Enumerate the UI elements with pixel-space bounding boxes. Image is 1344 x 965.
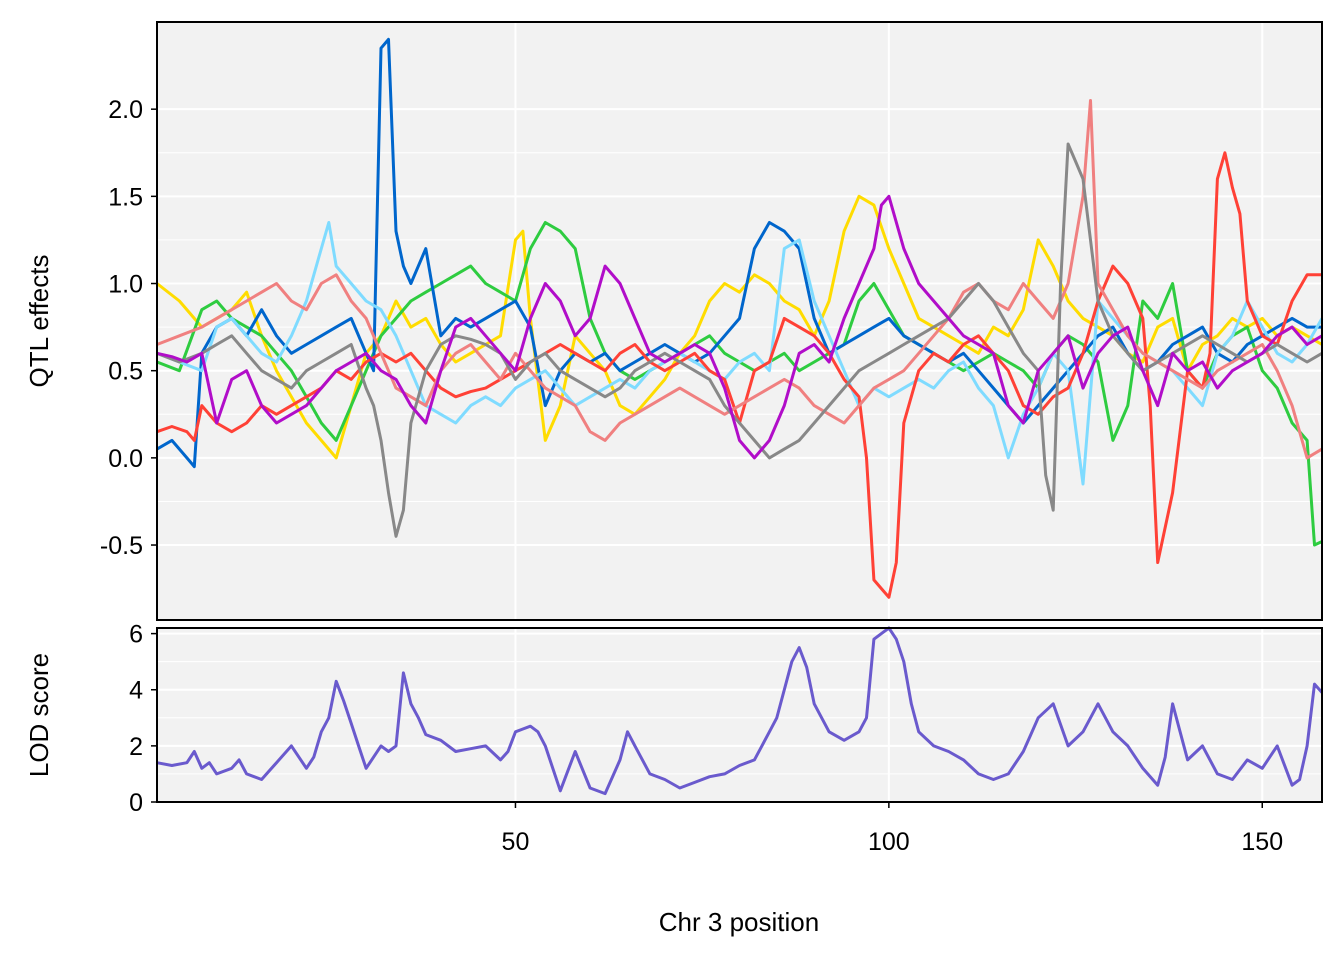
lod-y-tick-label: 2	[129, 733, 143, 761]
qtl-effects-series-line-7	[156, 142, 1323, 538]
lod-score-panel: 0 2 4 6 50 100 150 LOD score Chr 3 position	[24, 621, 1324, 937]
qtl-effects-panel: -0.5 0.0 0.5 1.0 1.5 2.0 QTL effects	[24, 21, 1324, 621]
x-tick-label: 100	[868, 828, 910, 856]
qtl-effects-y-tick-label: 0.5	[108, 358, 143, 386]
qtl-effects-y-axis-label: QTL effects	[24, 255, 54, 388]
lod-plot-background	[157, 628, 1322, 802]
lod-y-tick-label: 6	[129, 621, 143, 649]
lod-y-tick-label: 0	[129, 789, 143, 817]
lod-frame	[156, 627, 1323, 803]
qtl-effects-y-tick-label: 1.0	[108, 271, 143, 299]
x-axis-label: Chr 3 position	[659, 907, 819, 937]
qtl-effects-y-tick-label: -0.5	[100, 532, 143, 560]
qtl-effects-y-tick-label: 0.0	[108, 445, 143, 473]
lod-lines	[156, 626, 1324, 796]
qtl-effects-y-ticks: -0.5 0.0 0.5 1.0 1.5 2.0	[100, 96, 157, 560]
lod-y-tick-label: 4	[129, 677, 143, 705]
qtl-effects-frame	[156, 21, 1323, 621]
lod-y-axis-label: LOD score	[24, 653, 54, 777]
qtl-effects-y-tick-label: 2.0	[108, 96, 143, 124]
x-tick-label: 50	[502, 828, 530, 856]
qtl-effects-plot-background	[157, 22, 1322, 620]
qtl-effects-series-line-8	[156, 194, 1323, 460]
qtl-effects-y-tick-label: 1.5	[108, 183, 143, 211]
x-tick-label: 150	[1241, 828, 1283, 856]
qtl-effects-series-line-5	[156, 151, 1322, 599]
lod-y-ticks: 0 2 4 6	[129, 621, 157, 817]
qtl-effects-series-line-6	[156, 99, 1323, 460]
lod-series-line-1	[156, 626, 1324, 796]
lod-x-ticks: 50 100 150	[502, 802, 1283, 856]
qtl-effects-lines	[156, 37, 1324, 599]
